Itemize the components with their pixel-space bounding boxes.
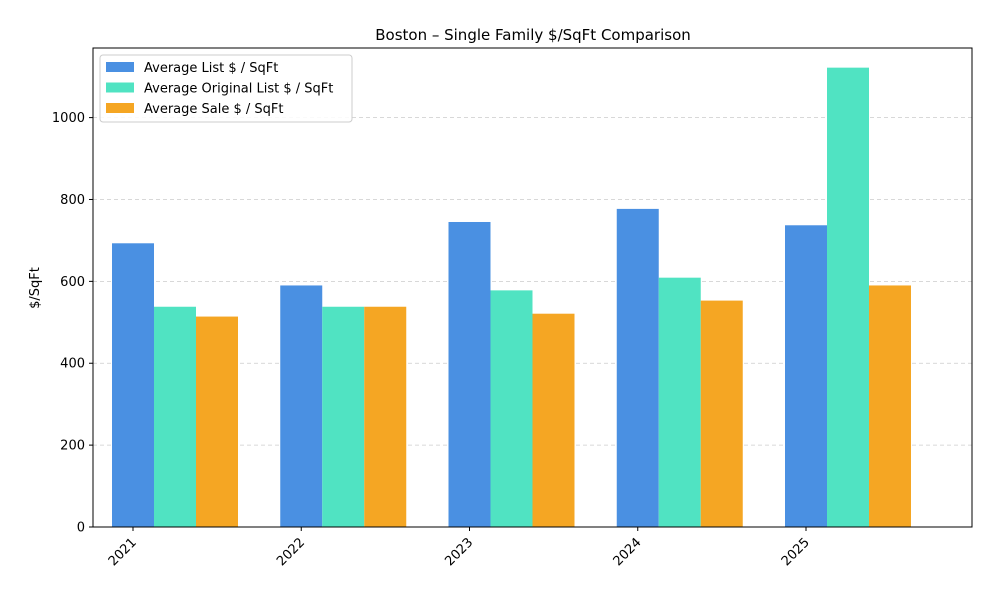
x-tick-label: 2023 [442,535,476,569]
bar-2023-3 [532,313,575,527]
legend-swatch [106,62,134,72]
y-tick-label: 600 [60,275,85,290]
legend-label: Average List $ / SqFt [144,61,278,76]
bar-2022-3 [364,306,407,527]
bars [112,67,911,528]
plot-frame [92,47,973,528]
bar-2024-3 [700,300,743,527]
bar-2022-2 [322,306,365,527]
y-tick-label: 800 [60,193,85,208]
bar-2024-1 [616,208,659,527]
bar-2023-2 [490,290,533,527]
bar-2022-1 [280,285,323,527]
bar-2025-2 [827,67,869,528]
bar-2025-1 [785,225,827,527]
legend-box [99,54,353,123]
legend-swatch [106,82,134,93]
legend-label: Average Original List $ / SqFt [144,82,333,97]
bar-2021-2 [154,306,196,527]
bar-2021-1 [112,243,154,528]
legend-label: Average Sale $ / SqFt [144,102,283,117]
x-tick-label: 2021 [106,535,140,569]
legend: Average List $ / SqFt Average Original Li… [99,54,353,123]
bar-2023-1 [448,221,491,527]
x-tick-label: 2025 [779,535,813,569]
y-axis-label: $/SqFt [28,267,43,309]
y-tick-label: 1000 [52,111,85,126]
bar-2021-3 [196,316,238,527]
y-tick-label: 0 [77,521,85,536]
chart-title: Boston – Single Family $/SqFt Comparison [375,26,691,44]
legend-swatch [106,103,134,113]
x-tick-label: 2022 [274,535,308,569]
bar-2025-3 [869,285,911,527]
y-tick-label: 400 [60,357,85,372]
bar-2024-2 [658,277,701,527]
y-tick-label: 200 [60,439,85,454]
x-tick-label: 2024 [611,535,645,569]
